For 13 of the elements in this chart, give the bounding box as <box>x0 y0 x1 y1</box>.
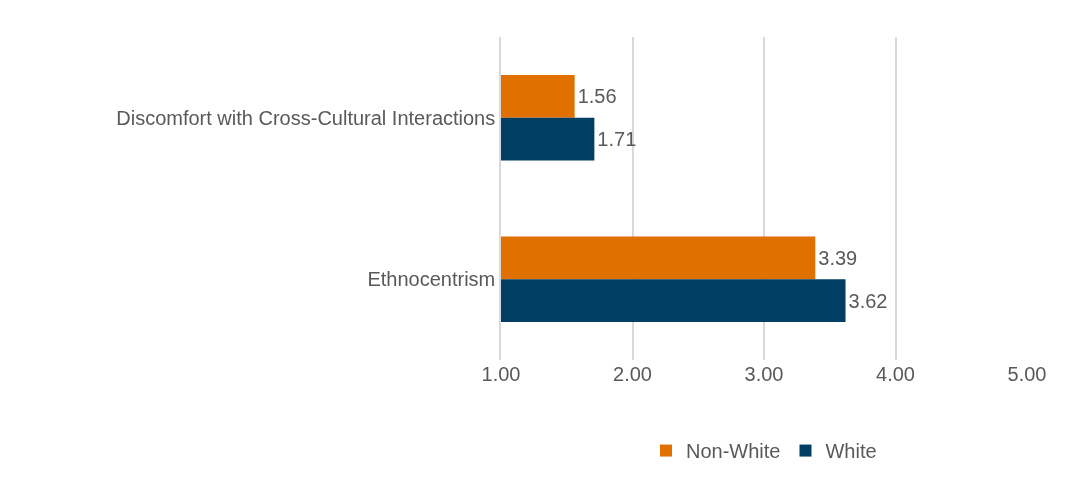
x-tick-label: 1.00 <box>481 363 521 385</box>
y-tick-label: Discomfort with Cross-Cultural Interactions <box>116 106 496 129</box>
x-tick-label: 4.00 <box>876 363 915 385</box>
x-tick-label: 2.00 <box>613 363 652 385</box>
data-label: 3.39 <box>818 246 858 269</box>
data-label: 1.56 <box>577 85 617 108</box>
legend-label: White <box>825 440 877 463</box>
legend-label: Non-White <box>686 440 781 463</box>
data-label: 3.62 <box>848 289 888 312</box>
y-tick-label: Ethnocentrism <box>367 268 496 291</box>
x-tick-label: 5.00 <box>1007 363 1047 385</box>
data-label: 1.71 <box>597 128 637 151</box>
x-tick-label: 3.00 <box>744 363 784 385</box>
